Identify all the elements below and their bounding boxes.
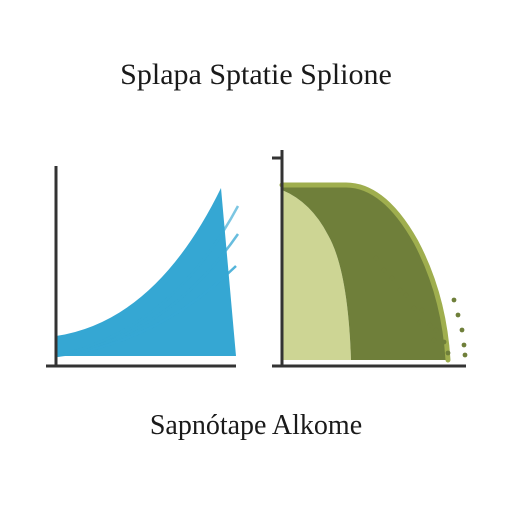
right-dot bbox=[418, 320, 423, 325]
right-dot bbox=[420, 308, 425, 313]
right-dot bbox=[446, 351, 451, 356]
right-dot bbox=[434, 328, 439, 333]
right-dot bbox=[452, 298, 457, 303]
right-dot bbox=[456, 313, 461, 318]
right-dot bbox=[374, 256, 379, 261]
right-dot bbox=[390, 276, 395, 281]
right-chart bbox=[276, 150, 496, 386]
right-dot bbox=[404, 293, 409, 298]
right-dot bbox=[442, 340, 447, 345]
right-dot bbox=[398, 288, 403, 293]
right-dot bbox=[412, 306, 417, 311]
figure-canvas: Splapa Sptatie Splione Sapnótape Alkome bbox=[0, 0, 512, 512]
right-dot bbox=[462, 343, 467, 348]
figure-title: Splapa Sptatie Splione bbox=[0, 58, 512, 92]
right-dot bbox=[382, 268, 387, 273]
right-dot bbox=[428, 323, 433, 328]
left-chart bbox=[56, 166, 266, 386]
right-dot bbox=[463, 353, 468, 358]
right-dot bbox=[432, 338, 437, 343]
figure-caption: Sapnótape Alkome bbox=[0, 410, 512, 442]
right-dot bbox=[460, 328, 465, 333]
